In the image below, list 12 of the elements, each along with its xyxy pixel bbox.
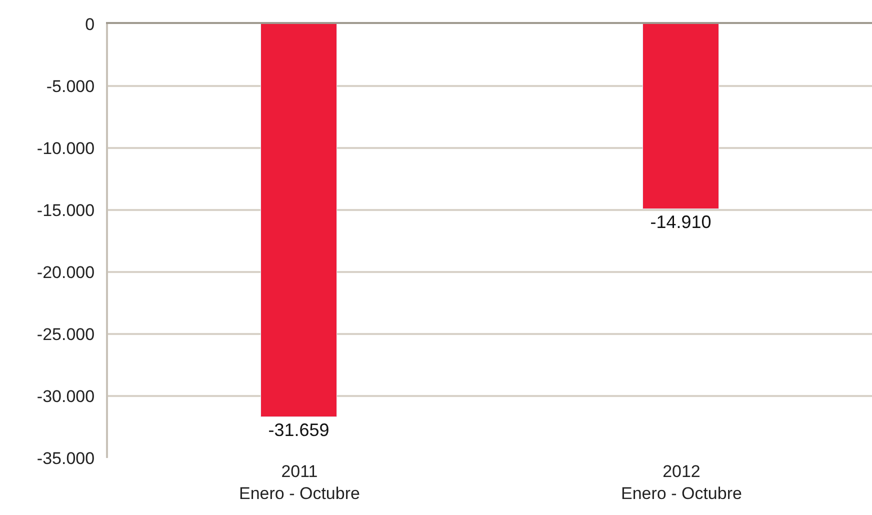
- data-label: -14.910: [650, 212, 712, 232]
- y-tick-label: -15.000: [36, 200, 95, 220]
- y-tick-label: -25.000: [36, 324, 95, 344]
- y-tick-label: -20.000: [36, 262, 95, 282]
- y-tick-label: -30.000: [36, 386, 95, 406]
- y-tick-label: 0: [85, 14, 95, 34]
- x-tick-label: 2011 Enero - Octubre: [239, 462, 360, 504]
- y-tick-label: -5.000: [46, 76, 95, 96]
- y-tick-label: -10.000: [36, 138, 95, 158]
- y-tick-label: -35.000: [36, 448, 95, 468]
- x-tick-label: 2012 Enero - Octubre: [621, 462, 742, 504]
- data-label: -31.659: [268, 420, 330, 440]
